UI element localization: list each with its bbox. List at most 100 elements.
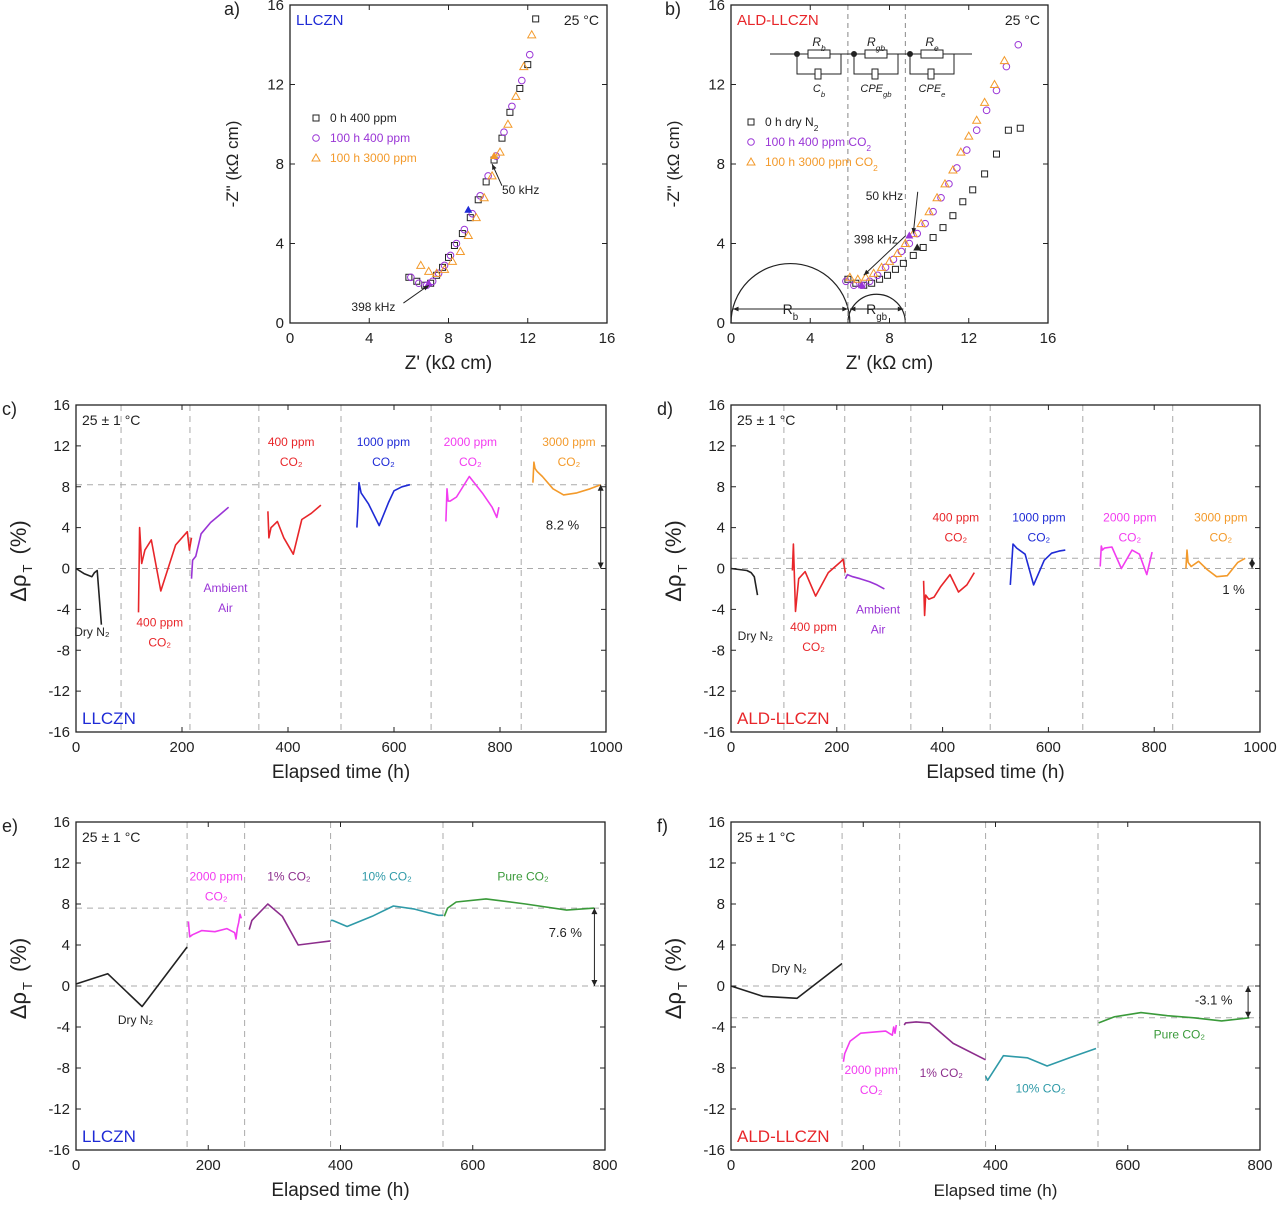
- series-line: [75, 567, 103, 625]
- y-tick-label: -16: [48, 724, 70, 741]
- condition-label: 2000 ppm: [189, 869, 242, 883]
- panel-label: a): [224, 0, 240, 19]
- condition-label: 400 ppm: [932, 510, 979, 524]
- y-tick-label: 4: [276, 236, 284, 253]
- y-tick-label: 12: [53, 438, 70, 455]
- y-tick-label: -12: [48, 683, 70, 700]
- data-point: [892, 248, 903, 257]
- annotation-arrow: [912, 191, 919, 234]
- data-point: [919, 243, 927, 251]
- difference-label: 8.2 %: [546, 518, 580, 533]
- y-tick-label: 12: [53, 855, 70, 872]
- data-point: [959, 198, 967, 206]
- y-tick-label: 0: [717, 315, 725, 332]
- semicircle-label: Rgb: [866, 301, 888, 323]
- condition-label: 2000 ppm: [1103, 510, 1156, 524]
- circuit-top-label: Rgb: [867, 35, 885, 53]
- series-line: [187, 913, 243, 940]
- y-tick-label: 16: [708, 814, 725, 831]
- data-point: [445, 253, 452, 261]
- condition-label: Ambient: [203, 581, 248, 595]
- data-point: [511, 91, 521, 100]
- semicircle-width-arrow-head: [897, 306, 904, 312]
- condition-label: CO₂: [1119, 530, 1142, 544]
- x-tick-label: 8: [885, 330, 893, 347]
- condition-label: 10% CO₂: [1015, 1082, 1065, 1096]
- y-tick-label: -4: [712, 1019, 725, 1036]
- series-line: [445, 475, 500, 522]
- frequency-annotation: 398 kHz: [854, 233, 898, 247]
- x-tick-label: 400: [930, 739, 955, 756]
- data-point: [908, 228, 919, 238]
- legend-marker: [746, 156, 756, 166]
- x-tick-label: 800: [487, 739, 512, 756]
- data-point: [852, 274, 863, 283]
- frequency-annotation: 398 kHz: [351, 300, 395, 314]
- temperature-label: 25 ± 1 °C: [737, 829, 795, 845]
- y-tick-label: 16: [267, 0, 284, 14]
- difference-arrowhead: [597, 484, 604, 491]
- y-tick-label: 4: [62, 937, 70, 954]
- x-tick-label: 200: [824, 739, 849, 756]
- series-line: [248, 903, 331, 946]
- annotation-arrow-head: [911, 227, 917, 234]
- y-tick-label: 12: [708, 438, 725, 455]
- data-point: [992, 150, 1000, 158]
- condition-label: Dry N₂: [74, 625, 110, 639]
- y-tick-label: 4: [62, 520, 70, 537]
- highlight-point: [424, 279, 433, 287]
- y-axis-label-symbol: Δρ: [661, 575, 686, 602]
- data-point: [516, 84, 524, 92]
- data-point: [532, 15, 540, 23]
- temperature-label: 25 ± 1 °C: [82, 829, 140, 845]
- equivalent-circuit: Rb Cb Rgb CPEgb Re CPEe: [770, 35, 972, 99]
- y-tick-label: 0: [717, 561, 725, 578]
- legend-marker: [747, 138, 755, 146]
- x-tick-label: 8: [444, 330, 452, 347]
- condition-label: CO₂: [205, 889, 228, 903]
- data-point: [407, 273, 415, 282]
- condition-label: 2000 ppm: [844, 1063, 897, 1077]
- condition-label: 1% CO₂: [920, 1066, 964, 1080]
- series-line: [1185, 549, 1246, 578]
- chart-panel-e: Δρ T (%) Dry N₂ 2000 ppm CO₂ 1% CO₂ 10% CO₂ Pure…: [2, 814, 618, 1201]
- legend-marker: [312, 134, 320, 142]
- data-point: [899, 259, 907, 267]
- data-point: [458, 230, 466, 238]
- data-point: [868, 268, 879, 277]
- x-tick-label: 800: [1247, 1157, 1272, 1174]
- annotation-arrow-head: [863, 269, 870, 276]
- condition-label: Air: [218, 601, 233, 615]
- condition-label: CO₂: [944, 530, 967, 544]
- y-tick-label: -4: [57, 1019, 70, 1036]
- data-point: [891, 265, 899, 273]
- x-tick-label: 0: [286, 330, 294, 347]
- x-tick-label: 1000: [1243, 739, 1276, 756]
- data-point: [876, 262, 887, 271]
- y-axis-label-unit: (%): [6, 520, 31, 554]
- series-line: [356, 481, 411, 528]
- y-tick-label: -8: [712, 1060, 725, 1077]
- y-tick-label: -4: [57, 601, 70, 618]
- condition-label: 3000 ppm: [542, 435, 595, 449]
- series-line: [1099, 545, 1153, 576]
- difference-arrowhead: [591, 908, 598, 915]
- y-tick-label: -16: [703, 724, 725, 741]
- x-tick-label: 12: [960, 330, 977, 347]
- data-point: [916, 218, 927, 228]
- condition-label: 1000 ppm: [357, 435, 410, 449]
- series-line: [1098, 1011, 1250, 1024]
- circuit-resistor: [920, 49, 944, 59]
- legend-entry: 100 h 3000 ppm: [330, 151, 417, 165]
- data-point: [479, 192, 490, 202]
- annotation-arrow-head: [422, 285, 429, 291]
- x-axis-label: Z' (kΩ cm): [405, 353, 492, 374]
- y-tick-label: 12: [267, 77, 284, 94]
- data-point: [1004, 126, 1012, 134]
- y-axis-label-subscript: T: [675, 565, 690, 573]
- condition-label: 400 ppm: [790, 620, 837, 634]
- y-tick-label: 4: [717, 520, 725, 537]
- series-line: [137, 526, 193, 613]
- condition-label: Dry N₂: [738, 629, 774, 643]
